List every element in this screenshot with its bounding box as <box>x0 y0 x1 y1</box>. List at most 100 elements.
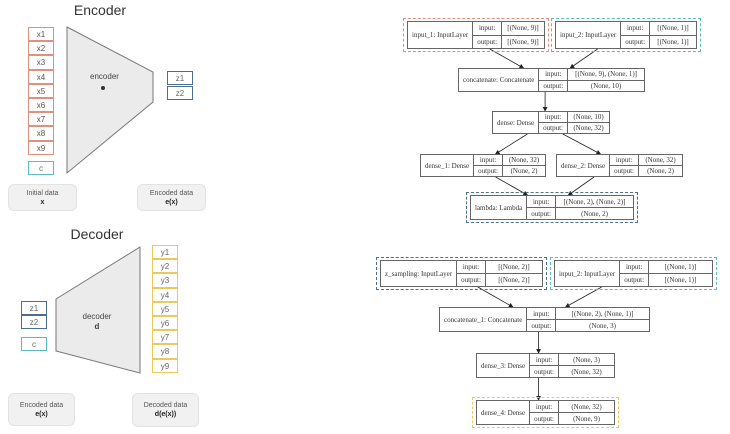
layer-name: concatenate: Concatenate <box>459 69 540 91</box>
decoder-output-y1: y1 <box>152 245 178 260</box>
highlight-frame <box>403 18 549 52</box>
decoder-input-z2: z2 <box>21 315 47 330</box>
highlight-frame <box>376 257 547 290</box>
encoder-input-x2: x2 <box>28 41 54 56</box>
layer-node: z_sampling: InputLayer input: output: [(Non… <box>380 260 543 287</box>
decoder-output-y3: y3 <box>152 273 178 288</box>
highlight-frame <box>472 397 619 428</box>
output-shape: [(None, 1)] <box>657 37 689 46</box>
input-key: input: <box>457 261 485 274</box>
input-shape: [(None, 9)] <box>502 22 544 36</box>
layer-node: concatenate: Concatenate input: output: [(N… <box>458 68 645 92</box>
input-key: input: <box>527 308 556 320</box>
decoder-output-y5: y5 <box>152 301 178 316</box>
encoder-output-z1: z1 <box>167 71 193 86</box>
encoder-input-x9: x9 <box>28 140 54 155</box>
highlight-frame <box>550 257 717 290</box>
encoder-input-x7: x7 <box>28 112 54 127</box>
decoded-data-label: Decoded data d(e(x)) <box>132 393 199 427</box>
decoder-trapezoid <box>55 246 141 374</box>
layer-name: dense_2: Dense <box>557 155 611 176</box>
layer-name: lambda: Lambda <box>471 196 528 219</box>
input-shape: (None, 32) <box>638 155 682 166</box>
edge-arrow <box>477 286 514 308</box>
layer-node: concatenate_1: Concatenate input: output: [… <box>439 307 650 332</box>
encoder-input-x4: x4 <box>28 69 54 84</box>
decoder-input-z1: z1 <box>21 301 47 316</box>
layer-node: dense: Dense input: output: (None, 10) (None… <box>492 111 610 134</box>
autoencoder-shapes <box>55 26 154 374</box>
encoded-data-label: Encoded data e(x) <box>137 184 206 211</box>
input-key: input: <box>473 22 502 36</box>
output-shape: [(None, 1)] <box>664 276 697 284</box>
input-shape: [(None, 9), (None, 1)] <box>568 69 644 81</box>
output-key: output: <box>624 276 645 284</box>
edge-arrow <box>489 48 525 69</box>
input-key: input: <box>539 112 567 123</box>
input-key: input: <box>620 261 649 274</box>
decoder-block-label: decoder d <box>82 312 112 331</box>
decoder-output-y9: y9 <box>152 358 178 373</box>
input-key: input: <box>610 155 638 166</box>
input-key: input: <box>539 69 568 81</box>
output-shape: (None, 9) <box>573 414 600 423</box>
input-shape: [(None, 1)] <box>650 22 696 36</box>
encoder-output-z2: z2 <box>167 86 193 101</box>
decoder-output-y6: y6 <box>152 316 178 331</box>
highlight-frame <box>466 192 638 223</box>
input-shape: [(None, 2), (None, 2)] <box>556 196 633 208</box>
output-key: output: <box>534 367 554 376</box>
encoder-trapezoid <box>66 26 154 175</box>
initial-data-label: Initial data x <box>8 184 77 211</box>
output-key: output: <box>543 124 563 132</box>
input-shape: (None, 10) <box>567 112 609 123</box>
output-shape: (None, 32) <box>571 367 602 376</box>
output-key: output: <box>531 209 552 218</box>
layer-name: input_2: InputLayer <box>556 22 622 48</box>
layer-node: input_2: InputLayer input: output: [(None, … <box>555 21 697 49</box>
decoder-title: Decoder <box>70 226 124 242</box>
input-key: input: <box>530 401 558 413</box>
layer-node: dense_2: Dense input: output: (None, 32) (No… <box>556 154 683 177</box>
output-shape: (None, 2) <box>647 167 674 175</box>
layer-name: dense_1: Dense <box>421 155 475 176</box>
layer-name: input_1: InputLayer <box>408 22 474 48</box>
input-shape: [(None, 1)] <box>649 261 712 274</box>
layer-node: input_1: InputLayer input: output: [(None, … <box>407 21 545 49</box>
input-shape: (None, 32) <box>558 401 614 413</box>
highlight-frame <box>551 18 701 52</box>
output-shape: (None, 3) <box>589 321 616 330</box>
decoder-output-y2: y2 <box>152 259 178 274</box>
input-key: input: <box>530 354 558 366</box>
input-key: input: <box>527 196 556 208</box>
output-shape: (None, 10) <box>590 81 622 90</box>
input-shape: (None, 32) <box>502 155 545 166</box>
input-shape: [(None, 2)] <box>485 261 542 274</box>
output-key: output: <box>543 81 564 90</box>
decoder-output-y4: y4 <box>152 287 178 302</box>
layer-node: input_2: InputLayer input: output: [(None, … <box>554 260 713 287</box>
output-shape: (None, 2) <box>581 209 608 218</box>
output-shape: [(None, 2)] <box>498 276 530 284</box>
layer-name: input_2: InputLayer <box>555 261 621 286</box>
encoder-title: Encoder <box>73 2 127 18</box>
encoder-input-x8: x8 <box>28 126 54 141</box>
layer-node: dense_3: Dense input: output: (None, 3) (Non… <box>476 353 615 378</box>
output-key: output: <box>477 37 498 46</box>
edge-arrow <box>494 133 528 155</box>
encoder-input-x3: x3 <box>28 55 54 70</box>
decoder-encoded-data-label: Encoded data e(x) <box>8 393 75 426</box>
output-key: output: <box>478 167 498 175</box>
encoder-input-x5: x5 <box>28 83 54 98</box>
edge-arrow <box>562 133 602 155</box>
edge-arrow <box>569 48 598 69</box>
decoder-output-y7: y7 <box>152 330 178 345</box>
output-key: output: <box>614 167 634 175</box>
decoder-output-y8: y8 <box>152 344 178 359</box>
output-key: output: <box>531 321 552 330</box>
encoder-input-x6: x6 <box>28 98 54 113</box>
layer-node: lambda: Lambda input: output: [(None, 2), (… <box>470 195 634 220</box>
output-shape: [(None, 9)] <box>507 37 539 46</box>
encoder-block-label: encoder <box>90 72 119 81</box>
